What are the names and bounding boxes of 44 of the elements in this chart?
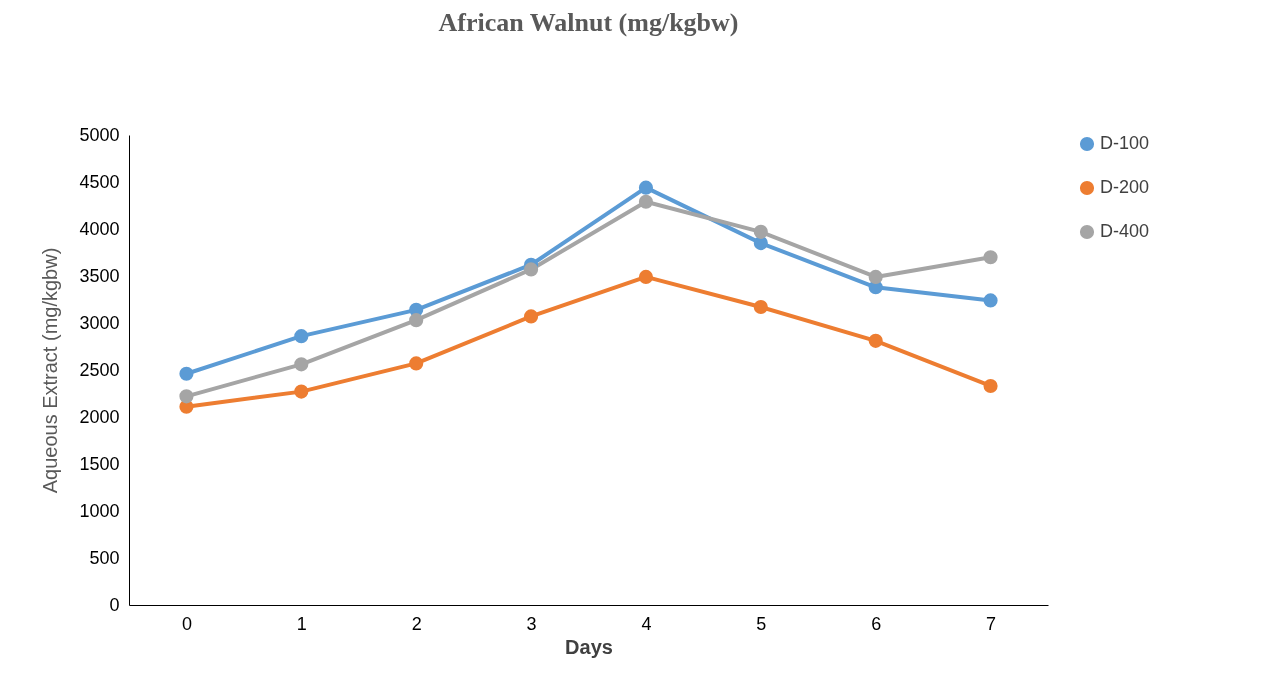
x-tick-label: 6 bbox=[871, 613, 882, 634]
point bbox=[294, 384, 309, 399]
point bbox=[638, 180, 654, 195]
x-tick-label: 4 bbox=[641, 613, 652, 634]
y-tick-label: 2500 bbox=[79, 359, 120, 380]
point bbox=[179, 389, 194, 404]
point bbox=[868, 333, 883, 348]
x-tick-label: 1 bbox=[296, 613, 307, 634]
point bbox=[294, 329, 309, 344]
point bbox=[983, 250, 998, 265]
y-tick-label: 500 bbox=[89, 547, 120, 568]
y-tick-label: 5000 bbox=[79, 124, 120, 145]
x-tick-label: 3 bbox=[526, 613, 537, 634]
point bbox=[409, 356, 424, 371]
y-tick-label: 3000 bbox=[79, 312, 120, 333]
y-tick-label: 4500 bbox=[79, 171, 120, 192]
x-axis-title: Days bbox=[565, 635, 613, 658]
y-axis-title: Aqueous Extract (mg/kgbw) bbox=[39, 247, 62, 494]
point bbox=[523, 309, 539, 324]
y-tick-label: 3500 bbox=[79, 265, 120, 286]
point bbox=[868, 269, 883, 284]
point bbox=[179, 366, 194, 381]
point bbox=[638, 194, 654, 209]
x-tick-label: 2 bbox=[411, 613, 422, 634]
y-tick-label: 4000 bbox=[79, 218, 120, 239]
x-tick-label: 5 bbox=[756, 613, 767, 634]
y-tick-label: 1500 bbox=[79, 453, 120, 474]
legend-label: D-400 bbox=[1100, 221, 1150, 241]
chart-title: African Walnut (mg/kgbw) bbox=[438, 8, 739, 37]
point bbox=[409, 313, 424, 328]
y-tick-label: 2000 bbox=[79, 406, 120, 427]
point bbox=[983, 378, 998, 394]
y-tick-label: 0 bbox=[109, 594, 120, 615]
x-tick-label: 7 bbox=[986, 613, 997, 634]
legend-label: D-200 bbox=[1100, 177, 1150, 197]
y-tick-label: 1000 bbox=[79, 500, 120, 521]
point bbox=[638, 269, 654, 284]
point bbox=[983, 293, 998, 308]
point bbox=[523, 262, 539, 277]
point bbox=[753, 299, 768, 315]
point bbox=[753, 224, 768, 239]
x-tick-label: 0 bbox=[181, 613, 192, 634]
legend-label: D-100 bbox=[1100, 133, 1150, 153]
point bbox=[294, 357, 309, 372]
